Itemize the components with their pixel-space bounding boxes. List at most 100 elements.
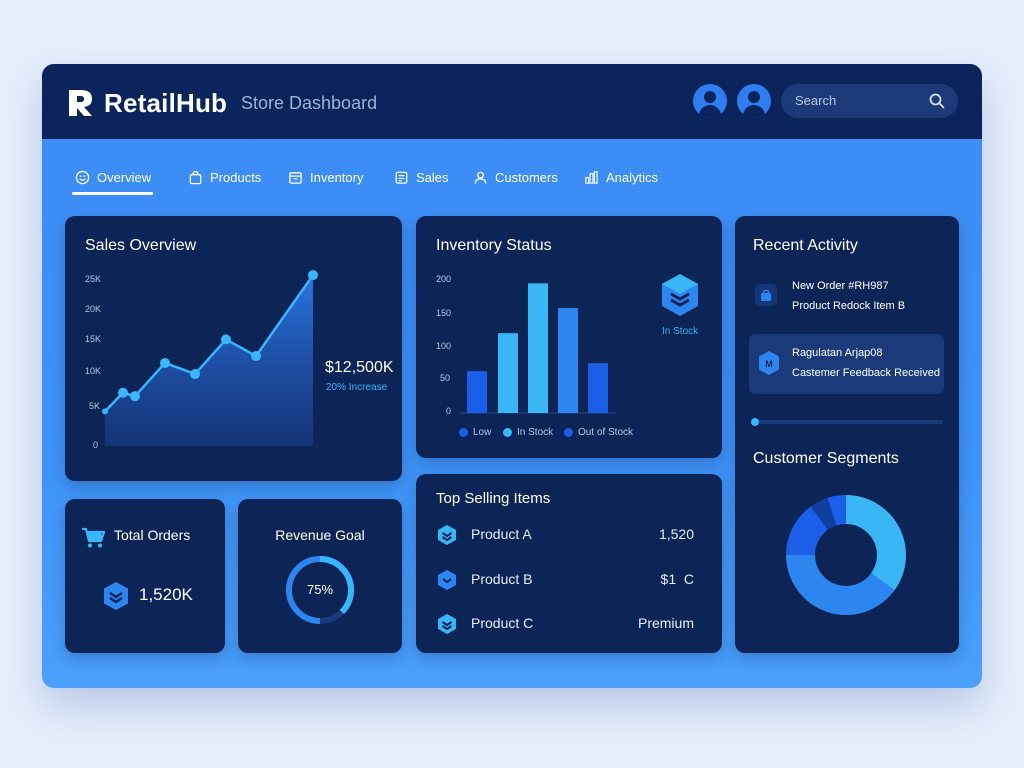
- inventory-bar: [588, 363, 608, 413]
- activity-progress-handle[interactable]: [751, 418, 759, 426]
- y-tick: 25K: [85, 274, 102, 284]
- inventory-bar: [558, 307, 578, 413]
- product-value: $1 C: [660, 571, 694, 587]
- app-brand: RetailHub: [104, 88, 228, 118]
- legend-out-of-stock: Out of Stock: [564, 427, 633, 438]
- activity-segments-card: Recent Activity New Order #RH987 Product…: [735, 216, 959, 653]
- segment-slice: [786, 555, 895, 615]
- activity-item-2: Ragulatan Arjap08 Castemer Feedback Rece…: [792, 347, 940, 379]
- smile-icon: [75, 170, 90, 184]
- y-tick: 5K: [89, 401, 101, 411]
- sales-point: [308, 270, 318, 281]
- customer-segments-title: Customer Segments: [753, 450, 899, 467]
- tab-label: Sales: [416, 169, 449, 185]
- tab-label: Analytics: [606, 169, 659, 185]
- legend-in-stock: In Stock: [503, 427, 553, 438]
- dashboard-window: RetailHub Store Dashboard Search Overvie…: [42, 64, 982, 688]
- avatar-user-1[interactable]: [693, 84, 727, 118]
- product-name[interactable]: Product A: [471, 526, 532, 542]
- total-orders-title: Total Orders: [114, 527, 191, 543]
- revenue-goal-ring: [286, 556, 354, 624]
- sales-point: [102, 408, 108, 415]
- tab-analytics[interactable]: Analytics: [584, 159, 658, 195]
- recent-activity-title: Recent Activity: [753, 237, 858, 254]
- tab-products[interactable]: Products: [188, 159, 261, 195]
- top-selling-title: Top Selling Items: [436, 490, 551, 507]
- tab-customers[interactable]: Customers: [473, 159, 558, 195]
- svg-text:M: M: [765, 359, 773, 369]
- box-icon: [289, 171, 302, 184]
- avatar-user-2[interactable]: [737, 84, 771, 118]
- inventory-bar-chart: [461, 283, 616, 414]
- product-c-icon: [438, 614, 456, 634]
- top-header: RetailHub Store Dashboard Search: [42, 64, 982, 139]
- product-name[interactable]: Product C: [471, 615, 534, 631]
- revenue-goal-percent: 75%: [306, 582, 334, 597]
- total-orders-value: 1,520K: [139, 585, 193, 604]
- segment-slice: [846, 495, 906, 591]
- total-orders-card: Total Orders 1,520K: [65, 499, 225, 653]
- inventory-bar: [528, 283, 548, 413]
- sales-point: [160, 357, 170, 368]
- segment-slice: [786, 506, 828, 555]
- customer-segments-donut: [786, 495, 906, 615]
- sales-change: 20% Increase: [326, 382, 388, 393]
- page-subtitle: Store Dashboard: [241, 93, 378, 113]
- order-bag-icon: [755, 284, 777, 306]
- revenue-goal-title: Revenue Goal: [275, 527, 365, 543]
- activity-progress-track[interactable]: [751, 418, 943, 426]
- orders-box-icon: [104, 582, 128, 610]
- sales-area-fill: [105, 275, 313, 446]
- activity-item-1[interactable]: New Order #RH987 Product Redock Item B: [792, 280, 906, 312]
- sales-overview-title: Sales Overview: [85, 237, 197, 254]
- shopping-cart-icon: [82, 527, 105, 548]
- legend-low: Low: [459, 427, 491, 438]
- tab-label: Inventory: [310, 169, 364, 185]
- product-value: 1,520: [658, 526, 694, 542]
- product-a-icon: [438, 525, 456, 545]
- y-tick: 15K: [85, 334, 102, 344]
- sales-point: [130, 391, 140, 402]
- product-b-icon: [438, 570, 456, 590]
- sales-point: [221, 334, 231, 345]
- y-tick: 150: [436, 308, 452, 318]
- sales-point: [118, 387, 128, 398]
- inventory-bar: [498, 333, 518, 413]
- sales-overview-card: Sales Overview 25K 20K 15K 10K 5K 0 $12,…: [65, 216, 402, 481]
- goal-ring-highlight: [286, 556, 354, 624]
- sales-area-chart: [102, 270, 318, 446]
- y-tick: 0: [446, 406, 452, 416]
- user-icon: [474, 171, 487, 184]
- tab-label: Overview: [97, 169, 152, 185]
- inventory-status-card: Inventory Status 200 150 100 50 0 In Sto…: [416, 216, 722, 458]
- sales-point: [190, 369, 200, 380]
- segment-slice: [827, 495, 846, 526]
- search-placeholder: Search: [795, 93, 837, 108]
- product-value: Premium: [637, 615, 694, 631]
- active-tab-indicator: [72, 192, 153, 195]
- feedback-icon: M: [759, 351, 779, 375]
- y-tick: 100: [436, 341, 452, 351]
- shopping-bag-icon: [189, 170, 202, 184]
- inventory-status-title: Inventory Status: [436, 237, 552, 254]
- tab-label: Customers: [495, 169, 558, 185]
- activity-item-2-highlight[interactable]: M Ragulatan Arjap08 Castemer Feedback Re…: [749, 334, 944, 394]
- inventory-bar: [467, 371, 487, 413]
- receipt-icon: [395, 171, 408, 184]
- segment-slice: [810, 497, 837, 530]
- product-name[interactable]: Product B: [471, 571, 533, 587]
- in-stock-label: In Stock: [662, 326, 699, 337]
- tab-overview[interactable]: Overview: [75, 159, 151, 195]
- tab-inventory[interactable]: Inventory: [288, 159, 363, 195]
- y-tick: 20K: [85, 304, 102, 314]
- y-tick: 10K: [85, 366, 102, 376]
- bar-chart-icon: [585, 170, 598, 184]
- tab-sales[interactable]: Sales: [394, 159, 449, 195]
- search-input[interactable]: Search: [781, 84, 958, 118]
- search-icon[interactable]: [928, 92, 946, 110]
- sales-total-value: $12,500K: [325, 359, 394, 376]
- y-tick: 0: [93, 440, 99, 450]
- revenue-goal-card: Revenue Goal 75%: [238, 499, 402, 653]
- top-selling-card: Top Selling Items Product A 1,520 Produc…: [416, 474, 722, 653]
- y-tick: 200: [436, 274, 452, 284]
